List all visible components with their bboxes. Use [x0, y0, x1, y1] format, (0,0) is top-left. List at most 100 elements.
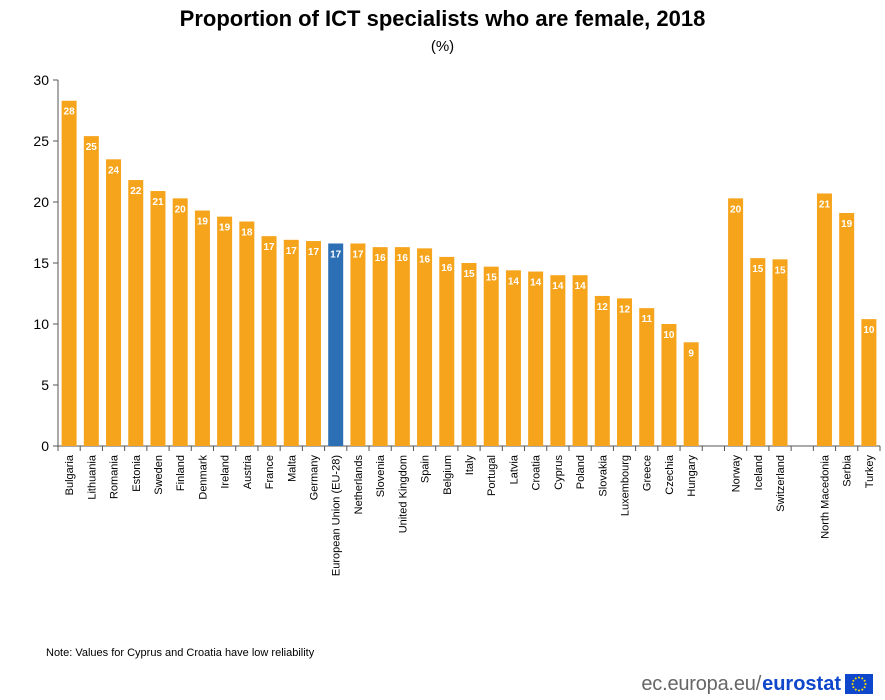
flag-star — [861, 677, 864, 680]
bar — [461, 263, 477, 446]
bar — [150, 191, 166, 446]
data-label: 14 — [575, 281, 587, 292]
flag-star — [854, 677, 857, 680]
x-tick-label: Belgium — [442, 455, 454, 495]
footnote: Note: Values for Cyprus and Croatia have… — [46, 647, 315, 659]
x-tick-label: European Union (EU-28) — [331, 455, 343, 576]
data-label: 18 — [241, 228, 253, 239]
data-label: 16 — [375, 253, 387, 264]
flag-star — [854, 688, 857, 691]
bar — [172, 198, 188, 446]
data-label: 10 — [863, 325, 875, 336]
bar — [550, 275, 566, 446]
chart-title: Proportion of ICT specialists who are fe… — [179, 6, 706, 31]
bar — [328, 243, 344, 446]
data-label: 14 — [530, 278, 542, 289]
flag-star — [852, 686, 855, 689]
x-tick-label: Slovenia — [375, 454, 387, 497]
y-tick-label: 5 — [41, 377, 49, 393]
flag-star — [858, 676, 860, 679]
data-label: 17 — [352, 249, 364, 260]
x-tick-label: Italy — [464, 455, 476, 476]
data-label: 21 — [152, 197, 164, 208]
bar — [861, 319, 877, 446]
data-label: 17 — [308, 247, 320, 258]
eurostat-branding: ec.europa.eu/ eurostat — [641, 672, 873, 696]
bar — [839, 212, 855, 446]
flag-star — [861, 688, 864, 691]
data-label: 12 — [597, 302, 609, 313]
data-label: 14 — [508, 276, 520, 287]
flag-star — [852, 679, 855, 682]
y-tick-label: 30 — [33, 72, 49, 88]
x-tick-label: Iceland — [753, 455, 765, 490]
eu-flag-icon — [845, 674, 873, 694]
bar — [772, 259, 788, 446]
bar — [528, 271, 544, 446]
x-tick-label: Croatia — [531, 454, 543, 490]
data-label: 16 — [397, 253, 409, 264]
flag-star — [863, 679, 866, 682]
x-tick-label: Switzerland — [775, 455, 787, 512]
x-tick-label: Austria — [242, 454, 254, 489]
x-tick-label: Estonia — [131, 454, 143, 492]
x-tick-label: Luxembourg — [620, 455, 632, 516]
x-tick-label: Romania — [109, 454, 121, 499]
x-tick-label: Portugal — [486, 455, 498, 496]
bar — [128, 180, 144, 447]
bar — [305, 241, 321, 446]
x-tick-label: Greece — [642, 455, 654, 491]
bar — [217, 216, 233, 446]
x-tick-label: Slovakia — [597, 454, 609, 496]
x-tick-label: United Kingdom — [397, 455, 409, 533]
data-label: 17 — [263, 242, 275, 253]
bar — [639, 308, 655, 446]
chart-subtitle: (%) — [430, 38, 455, 55]
data-label: 25 — [86, 142, 98, 153]
x-tick-label: Serbia — [842, 454, 854, 487]
y-tick-label: 15 — [33, 255, 49, 271]
x-tick-label: Ireland — [220, 455, 232, 489]
bar — [417, 248, 433, 446]
bar — [350, 243, 366, 446]
bar — [483, 266, 499, 446]
data-label: 20 — [730, 204, 742, 215]
x-tick-label: France — [264, 455, 276, 489]
bar — [394, 247, 410, 446]
x-tick-label: Spain — [420, 455, 432, 483]
data-label: 16 — [419, 254, 431, 265]
x-tick-label: Cyprus — [553, 455, 565, 490]
data-label: 15 — [752, 264, 764, 275]
y-tick-label: 25 — [33, 133, 49, 149]
x-tick-label: Finland — [175, 455, 187, 491]
x-tick-label: Malta — [286, 454, 298, 482]
bar — [283, 239, 299, 446]
data-label: 19 — [841, 219, 853, 230]
x-tick-label: North Macedonia — [819, 454, 831, 539]
bar — [194, 210, 210, 446]
x-tick-label: Lithuania — [86, 454, 98, 500]
y-tick-label: 0 — [41, 438, 49, 454]
x-tick-label: Czechia — [664, 454, 676, 495]
flag-star — [863, 686, 866, 689]
bar — [572, 275, 588, 446]
data-label: 17 — [330, 249, 342, 260]
data-label: 17 — [286, 246, 298, 257]
brand-url: ec.europa.eu/ — [641, 672, 762, 695]
bar-chart: 0 5 10 15 20 25 30 28 Bulgaria 25 Lithuania 24 Roman… — [33, 72, 881, 576]
data-label: 15 — [774, 265, 786, 276]
bar — [816, 193, 832, 446]
x-tick-label: Bulgaria — [64, 454, 76, 495]
data-label: 21 — [819, 199, 831, 210]
bar — [439, 256, 455, 446]
data-label: 28 — [64, 107, 76, 118]
y-tick-label: 10 — [33, 316, 49, 332]
data-label: 15 — [463, 269, 475, 280]
bar — [683, 342, 699, 446]
bar — [106, 159, 122, 447]
bar — [594, 295, 610, 446]
flag-star — [864, 683, 867, 685]
x-tick-label: Sweden — [153, 455, 165, 495]
y-tick-label: 20 — [33, 194, 49, 210]
bar — [617, 298, 633, 446]
